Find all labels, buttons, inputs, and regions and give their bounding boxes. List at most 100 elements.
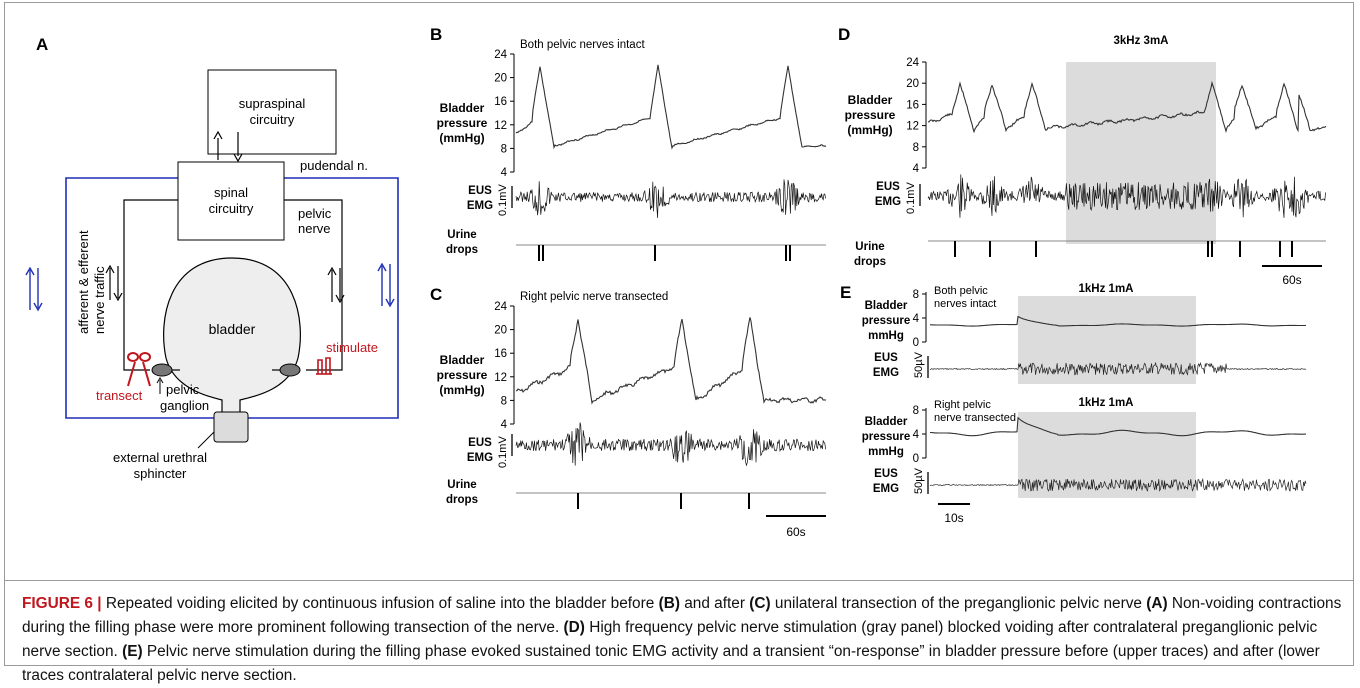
panel-b-ytick-label: 20 <box>494 73 507 85</box>
figure-6: A supraspinal circuitry pudendal n. spin… <box>4 2 1354 684</box>
panel-b-ytick-label: 4 <box>501 167 508 179</box>
caption-text-5: High frequency pelvic nerve stimulation … <box>22 619 1318 660</box>
right-pelvic-nerve <box>284 199 343 371</box>
sphincter-pointer <box>197 431 215 449</box>
panel-e-letter: E <box>840 283 851 302</box>
panel-d-ylabel-2: pressure <box>845 108 896 122</box>
panel-e-upper-ylabel-1: Bladder <box>865 300 908 312</box>
panel-e-upper-ylabel-3: mmHg <box>868 330 904 342</box>
panel-d-stim-label: 3kHz 3mA <box>1114 35 1169 47</box>
panel-c-ytick-label: 4 <box>501 419 508 431</box>
panel-b-pressure-trace <box>515 64 827 150</box>
panel-d-stim-shading <box>1066 62 1216 244</box>
panel-d-ylabel-1: Bladder <box>848 93 893 107</box>
panel-c-ylabel-3: (mmHg) <box>439 383 484 397</box>
panel-c-ylabel-2: pressure <box>437 368 488 382</box>
left-pudendal-arrows-icon <box>25 266 43 312</box>
caption-text-4: Non-voiding contractions during the fill… <box>22 595 1342 636</box>
panel-c-emg-scale: 0.1mV <box>497 436 509 468</box>
panel-d-emg-scale: 0.1mV <box>905 182 917 214</box>
panel-e-upper-emg-label-1: EUS <box>874 352 898 364</box>
panel-e-upper-ytick-label: 0 <box>913 337 919 349</box>
caption-ref-b: (B) <box>658 595 680 612</box>
panel-d-emg-trace <box>927 174 1326 218</box>
panel-e-upper-emg-scale: 50µV <box>913 351 925 378</box>
panel-b-letter: B <box>430 25 442 44</box>
figure-frame <box>4 2 1354 666</box>
panel-d-ytick-label: 12 <box>906 121 919 133</box>
panel-e-lower-ytick-label: 0 <box>913 453 919 465</box>
panel-e-time-scale: 10s <box>944 511 963 525</box>
supraspinal-label: supraspinal <box>239 96 306 111</box>
ganglion-label-2: ganglion <box>160 398 209 413</box>
caption-label: FIGURE 6 | <box>22 595 102 612</box>
panel-c-ytick-label: 8 <box>501 395 507 407</box>
panel-e-lower-emg-label-1: EUS <box>874 468 898 480</box>
panel-e-lower-stim-label: 1kHz 1mA <box>1079 397 1134 409</box>
panel-e-lower-ylabel-3: mmHg <box>868 446 904 458</box>
panel-e-upper-emg-label-2: EMG <box>873 367 899 379</box>
panel-d-yticks: 24 20 16 12 8 4 <box>906 57 926 175</box>
panel-d-ytick-label: 16 <box>906 99 919 111</box>
panel-c-ytick-label: 24 <box>494 301 507 313</box>
panel-d-ytick-label: 20 <box>906 78 919 90</box>
panel-b-ytick-label: 12 <box>494 120 507 132</box>
panel-e: E Both pelvic nerves intact 1kHz 1mA Bla… <box>840 283 1307 525</box>
ascending-arrowhead <box>213 130 223 140</box>
panel-d-time-scale: 60s <box>1282 273 1301 287</box>
spinal-label: spinal <box>214 185 248 200</box>
panel-d-emg-label-2: EMG <box>875 196 901 208</box>
ganglion-label: pelvic <box>166 382 200 397</box>
spinal-box <box>177 161 285 241</box>
caption-text-2: and after <box>679 595 750 612</box>
panel-c-letter: C <box>430 285 442 304</box>
panel-e-upper-ytick-label: 8 <box>913 289 919 301</box>
sphincter-shape <box>213 411 249 443</box>
transect-label: transect <box>96 388 143 403</box>
sphincter-label: external urethral <box>113 450 207 465</box>
panel-e-upper-note-1: Both pelvic <box>934 285 988 297</box>
panel-c-title: Right pelvic nerve transected <box>520 291 668 303</box>
left-ganglion <box>151 363 173 377</box>
panel-e-lower-emg-trace <box>929 478 1307 493</box>
traffic-label-2: nerve traffic <box>92 266 107 334</box>
sphincter-label-2: sphincter <box>134 466 187 481</box>
panel-b-ytick-label: 16 <box>494 96 507 108</box>
panel-a: A supraspinal circuitry pudendal n. spin… <box>25 35 399 481</box>
panel-e-upper-pressure-trace <box>930 315 1307 327</box>
panel-d: D 3kHz 3mA Bladder pressure (mmHg) 24 20 1… <box>838 25 1327 287</box>
right-ganglion <box>279 363 301 377</box>
caption-divider <box>4 580 1354 581</box>
supraspinal-box <box>207 69 337 155</box>
ganglion-pointer-head <box>156 377 164 384</box>
scissors-icon <box>127 352 151 387</box>
panel-e-lower-ytick-label: 4 <box>913 429 920 441</box>
stimulate-electrode-icon <box>316 357 332 375</box>
caption-text-6: Pelvic nerve stimulation during the fill… <box>22 643 1320 684</box>
panel-d-letter: D <box>838 25 850 44</box>
panel-d-pressure-trace <box>927 80 1327 134</box>
panel-b-urine-drops <box>538 245 791 261</box>
panel-c-pressure-trace <box>515 317 827 405</box>
panel-b-ylabel-1: Bladder <box>440 101 485 115</box>
caption-text-3: unilateral transection of the preganglio… <box>770 595 1147 612</box>
panel-e-lower-ylabel-2: pressure <box>862 431 911 443</box>
panel-c-ytick-label: 12 <box>494 372 507 384</box>
left-traffic-arrows-icon <box>105 264 123 302</box>
panel-b-emg-trace <box>515 179 826 218</box>
panel-e-lower-ylabel-1: Bladder <box>865 416 908 428</box>
panel-b-ylabel-3: (mmHg) <box>439 131 484 145</box>
figure-graphics: A supraspinal circuitry pudendal n. spin… <box>25 25 1327 539</box>
caption-ref-a: (A) <box>1146 595 1168 612</box>
panel-a-letter: A <box>36 35 48 54</box>
spinal-label-2: circuitry <box>209 201 254 216</box>
panel-e-lower-emg-label-2: EMG <box>873 483 899 495</box>
caption-ref-e: (E) <box>122 643 143 660</box>
pudendal-label: pudendal n. <box>300 158 368 173</box>
panel-d-emg-label-1: EUS <box>876 181 900 193</box>
panel-c-ytick-label: 20 <box>494 325 507 337</box>
caption-text-1: Repeated voiding elicited by continuous … <box>101 595 659 612</box>
panel-c-ytick-label: 16 <box>494 348 507 360</box>
panel-c-emg-trace <box>515 422 826 467</box>
panel-e-lower-yticks: 8 4 0 <box>913 405 926 465</box>
